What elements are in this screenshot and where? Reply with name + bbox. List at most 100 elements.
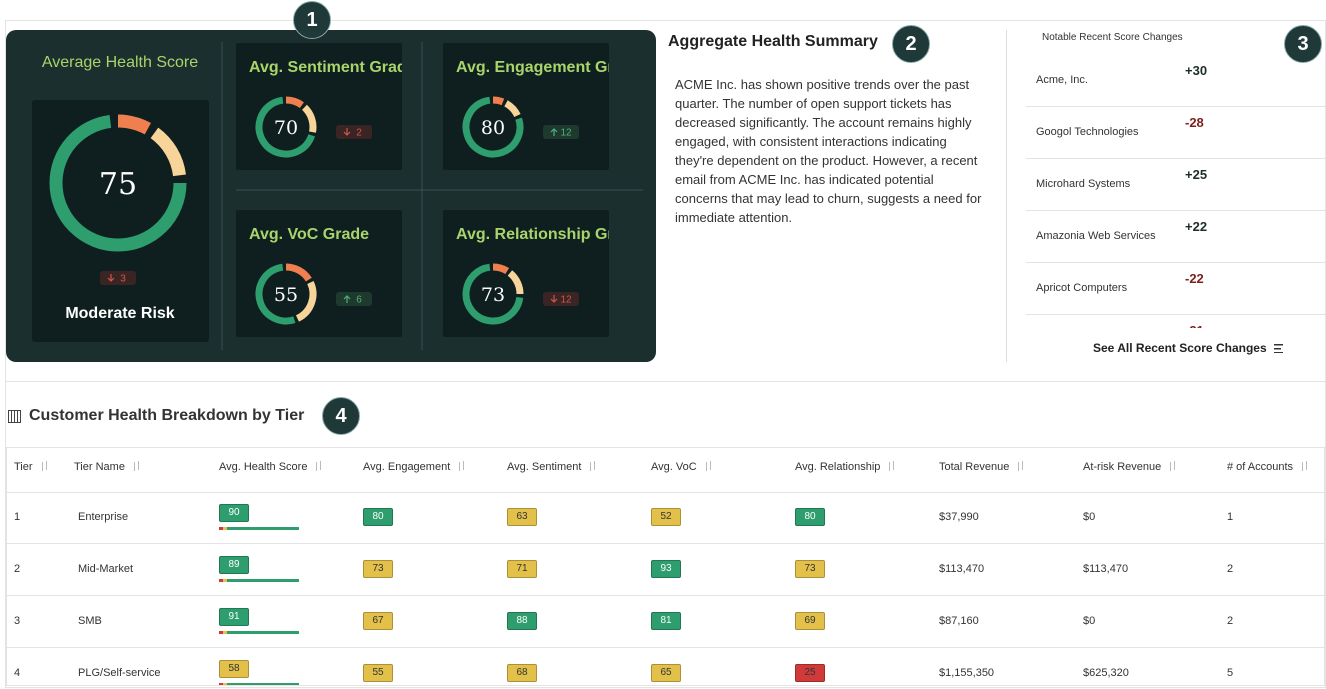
cell: $113,470 [1083,563,1129,575]
gauge-segment [462,96,524,158]
gauge-arc [462,96,524,158]
delta-arrow [550,295,558,303]
cell: 2 [14,563,21,575]
cell: 2 [1227,563,1234,575]
score-badge: 63 [507,508,537,526]
score-badge: 80 [795,508,825,526]
health-title: Average Health Score [42,54,198,71]
table-header [7,448,1324,493]
health-score: 75 [99,167,137,202]
score-badge: 80 [363,508,393,526]
health-panel: Average Health Score 75 3 Moderate Risk Avg.… [6,30,656,362]
delta-arrow [343,128,351,136]
change-row: Apricot Computers -22 [1026,263,1325,315]
column-header[interactable]: Tier [14,461,49,473]
score-badge: 55 [363,664,393,682]
gauge-score: 55 [274,284,298,306]
gauge-segment [462,263,524,325]
delta-arrow [343,295,351,303]
score-badge: 73 [795,560,825,578]
step-badge: 1 [293,1,331,39]
score-badge: 65 [651,664,681,682]
delta-arrow [550,128,558,136]
health-bar-low [219,527,223,530]
health-bar [227,683,299,685]
health-bar [227,527,299,530]
change-value: -22 [1185,271,1204,286]
change-name: Amazonia Web Services [1036,230,1156,242]
cell: 1 [14,511,21,523]
cell: 5 [1227,667,1234,679]
cell: $625,320 [1083,667,1129,679]
cell: 3 [14,615,21,627]
column-header[interactable]: Total Revenue [939,461,1026,473]
table: Tier Tier Name Avg. Health Score Avg. Engag… [6,447,1325,686]
health-bar-low [219,631,223,634]
column-header[interactable]: Tier Name [74,461,141,473]
score-card [32,100,209,342]
cell: PLG/Self-service [78,667,161,679]
see-all-link[interactable]: See All Recent Score Changes [1093,341,1267,355]
sort-icon[interactable] [458,461,467,471]
gauge-segment [49,114,187,252]
gauge-arc [462,263,524,325]
column-header[interactable]: At-risk Revenue [1083,461,1178,473]
column-header[interactable]: # of Accounts [1227,461,1310,473]
sort-icon[interactable] [40,461,49,471]
change-value: +25 [1185,167,1208,182]
cell: 1 [1227,511,1234,523]
gauge-segment [49,114,187,252]
sort-icon[interactable] [132,461,141,471]
sort-icon[interactable] [1017,461,1026,471]
column-header[interactable]: Avg. Sentiment [507,461,598,473]
score-badge: 67 [363,612,393,630]
delta-value: 12 [560,128,572,139]
step-badge: 4 [322,397,360,435]
health-bar-mid [223,683,227,685]
change-row: Amazonia Web Services +22 [1026,211,1325,263]
gauge-title: Avg. Relationship Grade [456,226,641,243]
gauge-arc [255,96,317,158]
cell: $87,160 [939,615,979,627]
sort-icon[interactable] [888,461,897,471]
divider [1006,30,1007,362]
gauge-segment [462,263,524,325]
change-value: -21 [1185,323,1204,328]
cell: $1,155,350 [939,667,995,679]
cell: SMB [78,615,102,627]
sort-icon[interactable] [315,461,324,471]
delta-value: 3 [120,274,126,285]
gauge-segment [462,96,524,158]
table-title: Customer Health Breakdown by Tier [29,407,305,424]
table-row [7,596,1324,648]
delta-pill [543,125,579,139]
building-icon [8,410,21,423]
sort-icon[interactable] [1301,461,1310,471]
column-header[interactable]: Avg. VoC [651,461,713,473]
risk-label: Moderate Risk [65,305,174,322]
health-bar-mid [223,631,227,634]
delta-pill [336,292,372,306]
cell: $0 [1083,511,1096,523]
sort-icon[interactable] [704,461,713,471]
score-badge: 69 [795,612,825,630]
changes-title: Notable Recent Score Changes [1042,32,1183,43]
change-name: Microhard Systems [1036,178,1131,190]
column-header[interactable]: Avg. Health Score [219,461,324,473]
step-badge: 2 [892,25,930,63]
column-header[interactable]: Avg. Engagement [363,461,467,473]
score-badge: 89 [219,556,249,574]
gauge-title: Avg. Sentiment Grade [249,59,416,76]
delta-value: 6 [356,295,362,306]
delta-value: 2 [356,128,362,139]
change-row: Acme, Inc. +30 [1026,55,1325,107]
gauge-segment [255,96,317,158]
change-row: -21 [1026,315,1325,328]
changes-list: Acme, Inc. +30 Googol Technologies -28 Micro… [1026,50,1325,328]
health-bar-low [219,683,223,685]
sort-icon[interactable] [1169,461,1178,471]
column-header[interactable]: Avg. Relationship [795,461,897,473]
sort-icon[interactable] [589,461,598,471]
score-badge: 81 [651,612,681,630]
